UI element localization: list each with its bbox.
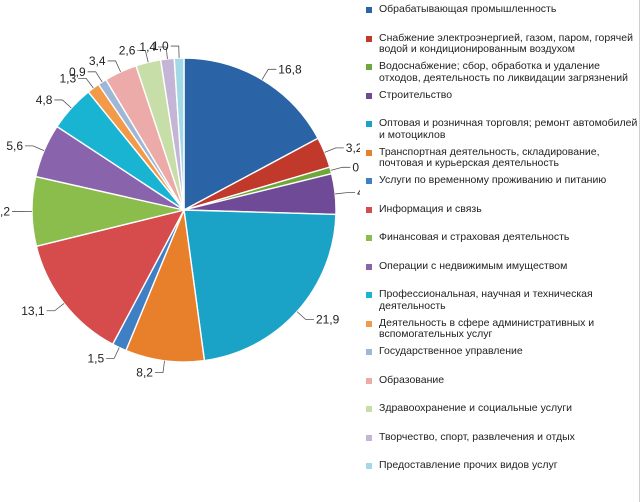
legend-swatch [366,349,372,355]
legend-item: Услуги по временному проживанию и питани… [366,174,638,187]
legend-swatch [366,377,372,384]
legend-label: Обрабатывающая промышленность [379,3,557,15]
data-label: 7,2 [0,205,10,219]
leader-line [87,71,103,83]
legend-item: Оптовая и розничная торговля; ремонт авт… [366,117,638,141]
leader-line [107,60,121,73]
legend-label: Деятельность в сфере административных и … [379,316,595,340]
legend-label: Информация и связь [379,202,482,215]
legend-swatch [366,463,372,469]
legend-swatch [366,92,372,99]
data-label: 4,2 [357,186,360,200]
data-label: 0,7 [352,160,360,174]
leader-line [158,46,168,59]
legend-item: Транспортная деятельность, складирование… [366,145,638,170]
legend-label: Профессиональная, научная и техническая … [379,288,593,312]
data-label: 16,8 [278,62,302,76]
legend-swatch [366,35,372,42]
legend-item: Финансовая и страховая деятельность [366,231,638,244]
legend-label: Образование [379,373,445,386]
legend-swatch [366,121,372,127]
legend-swatch [366,235,372,241]
leader-line [137,50,149,63]
legend-item: Деятельность в сфере административных и … [366,316,638,341]
legend-item: Здравоохранение и социальные услуги [366,402,638,415]
data-label: 2,6 [119,44,136,58]
leader-line [25,145,45,151]
legend-item: Информация и связь [366,202,638,216]
leader-line [330,166,351,171]
legend-label: Операции с недвижимым имуществом [379,259,568,272]
legend-label: Оптовая и розничная торговля; ремонт авт… [379,117,638,141]
leader-line [106,347,120,359]
leader-line [170,45,180,59]
data-label: 1,0 [152,39,169,53]
legend-label: Предоставление прочих видов услуг [379,459,558,471]
data-label: 1,3 [59,71,76,85]
legend-label: Здравоохранение и социальные услуги [379,402,573,414]
data-label: 1,5 [87,351,104,365]
data-labels: 16,8 3,2 0,7 4,2 21,9 8,2 1,5 13,1 7,2 5,6 4,8 1,30… [0,39,360,380]
legend-swatch [366,149,372,156]
data-label: 8,2 [136,366,153,380]
legend-label: Строительство [379,88,453,101]
leader-line [154,360,165,374]
pie-slice [183,209,337,362]
leader-line [296,311,314,321]
legend-item: Строительство [366,88,638,102]
data-label: 21,9 [316,313,340,327]
legend-item: Творчество, спорт, развлечения и отдых [366,430,638,444]
legend-swatch [366,406,372,412]
legend-swatch [366,263,372,270]
legend-item: Профессиональная, научная и техническая … [366,288,638,312]
legend-label: Творчество, спорт, развлечения и отдых [379,430,575,443]
legend-swatch [366,7,372,13]
legend-label: Услуги по временному проживанию и питани… [379,174,607,186]
leader-lines [12,45,356,374]
pie-slice [35,208,186,346]
leader-line [78,77,94,89]
data-label: 3,4 [89,54,106,68]
legend-item: Предоставление прочих видов услуг [366,459,638,472]
pie-chart: 16,8 3,2 0,7 4,2 21,9 8,2 1,5 13,1 7,2 5,6 4,8 1,30… [0,39,360,380]
legend-swatch [366,64,372,70]
leader-line [324,147,344,153]
legend-swatch [366,178,372,184]
legend-item: Снабжение электроэнергией, газом, паром,… [366,31,638,56]
leader-line [54,99,72,109]
legend-item: Водоснабжение; сбор, обработка и удалени… [366,60,638,84]
legend-item: Обрабатывающая промышленность [366,3,638,16]
leader-line [46,303,65,312]
data-label: 0,9 [69,65,86,79]
data-label: 4,8 [36,93,53,107]
data-label: 1,4 [139,40,156,54]
legend-label: Государственное управление [379,345,523,357]
legend-swatch [366,434,372,441]
legend-item: Операции с недвижимым имуществом [366,259,638,273]
legend-swatch [366,320,372,327]
leader-line [261,68,277,80]
legend-label: Транспортная деятельность, складирование… [379,145,600,169]
data-label: 3,2 [346,141,360,155]
data-label: 5,6 [6,139,23,153]
legend-item: Образование [366,373,638,387]
pie-slices [31,57,337,363]
legend-item: Государственное управление [366,345,638,358]
legend-label: Водоснабжение; сбор, обработка и удалени… [379,60,629,84]
legend-label: Финансовая и страховая деятельность [379,231,570,243]
leader-line [335,192,356,195]
data-label: 13,1 [21,304,45,318]
legend-swatch [366,206,372,213]
legend-label: Снабжение электроэнергией, газом, паром,… [379,31,633,55]
legend-swatch [366,292,372,298]
